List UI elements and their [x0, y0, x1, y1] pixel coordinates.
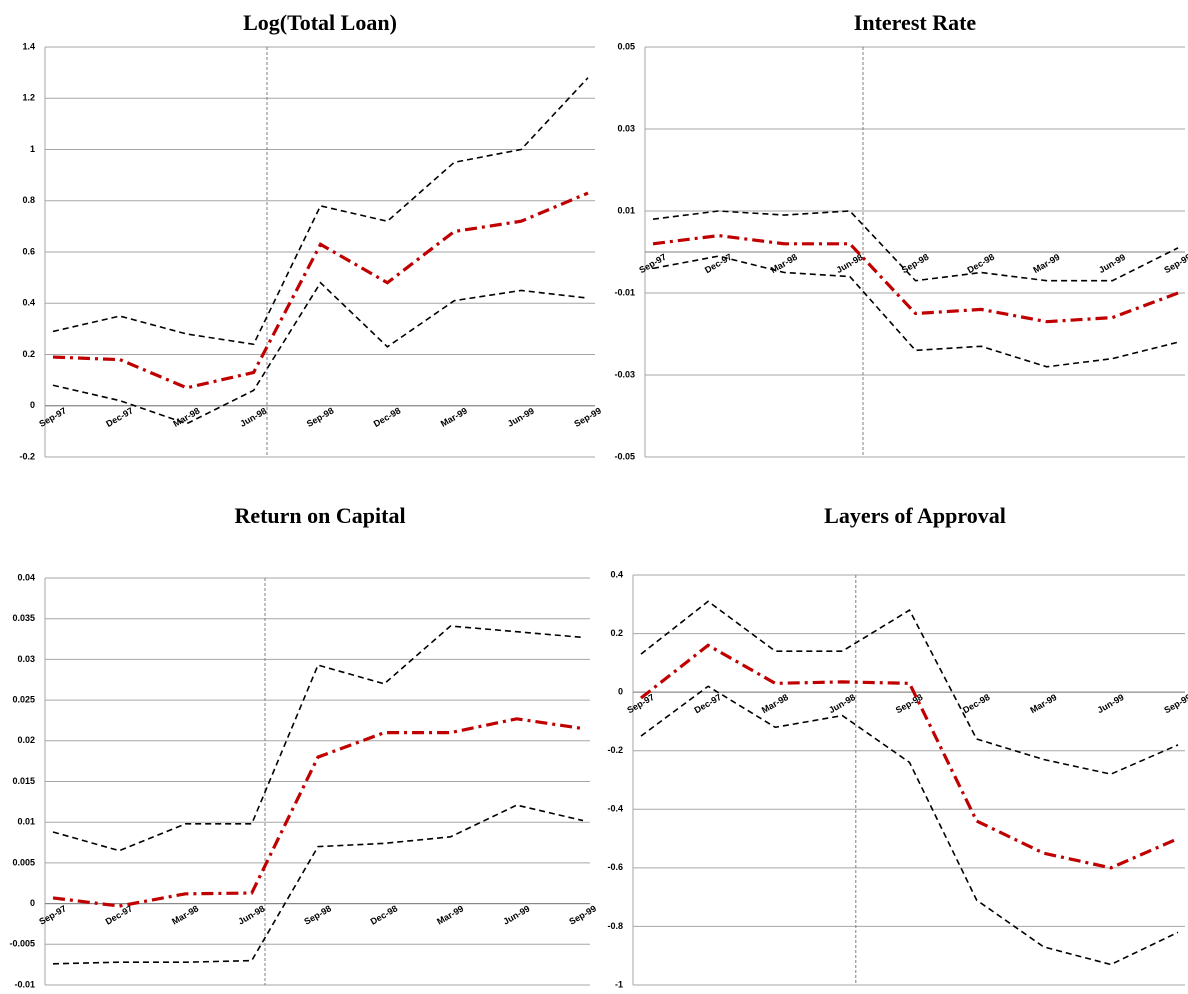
x-tick-label: Dec-97: [104, 405, 135, 428]
y-tick-label: -0.2: [19, 451, 35, 461]
y-tick-label: 0.035: [12, 613, 35, 623]
x-tick-label: Jun-98: [827, 692, 857, 715]
x-tick-label: Sep-98: [302, 903, 333, 926]
data-line: [52, 77, 589, 346]
y-tick-label: 0.4: [610, 569, 623, 579]
x-tick-label: Mar-98: [769, 252, 799, 275]
y-tick-label: 0.2: [22, 349, 35, 359]
x-tick-label: Sep-98: [900, 252, 931, 275]
y-tick-label: 0.02: [17, 735, 35, 745]
data-line: [52, 281, 589, 425]
y-tick-label: 0.005: [12, 857, 35, 867]
x-tick-label: Dec-97: [693, 692, 724, 715]
y-tick-label: 0.8: [22, 195, 35, 205]
x-tick-label: Mar-99: [439, 406, 469, 429]
y-tick-label: 0.6: [22, 246, 35, 256]
y-tick-label: -0.01: [614, 287, 635, 297]
y-tick-label: -0.01: [14, 979, 35, 989]
x-tick-label: Sep-99: [572, 405, 603, 428]
data-line: [640, 600, 1179, 775]
chart-title: Log(Total Loan): [243, 10, 397, 35]
x-tick-label: Sep-98: [305, 405, 336, 428]
y-tick-label: 0.04: [17, 572, 35, 582]
chart-panel: Log(Total Loan) -0.2 0 0.2 0.4 0.6 0.8 1 1.2 1.4 S…: [19, 10, 602, 461]
y-tick-label: 0: [618, 687, 623, 697]
y-tick-label: -0.05: [614, 451, 635, 461]
data-line: [52, 625, 584, 852]
x-tick-label: Jun-99: [1097, 252, 1127, 275]
x-tick-label: Dec-97: [703, 252, 734, 275]
x-tick-label: Jun-99: [1095, 692, 1125, 715]
data-line: [640, 685, 1179, 966]
data-line: [52, 191, 589, 390]
y-tick-label: -0.6: [607, 862, 623, 872]
x-tick-label: Jun-99: [506, 406, 536, 429]
chart-panel: Layers of Approval -1 -0.8 -0.6 -0.4 -0.2 0 0.2…: [607, 503, 1188, 989]
y-tick-label: 0.03: [617, 123, 635, 133]
y-tick-label: -0.03: [614, 369, 635, 379]
y-tick-label: -0.8: [607, 921, 623, 931]
x-tick-label: Jun-98: [834, 252, 864, 275]
x-tick-label: Sep-97: [37, 405, 68, 428]
data-line: [652, 210, 1179, 282]
x-tick-label: Sep-99: [567, 903, 598, 926]
chart-title: Interest Rate: [854, 10, 977, 35]
x-tick-label: Mar-98: [170, 903, 200, 926]
y-tick-label: 0.05: [617, 41, 635, 51]
y-tick-label: 0: [30, 400, 35, 410]
chart-panel: Return on Capital -0.01 -0.005 0 0.005 0.01 0.…: [9, 503, 597, 989]
x-tick-label: Sep-97: [637, 252, 668, 275]
y-tick-label: 0.015: [12, 776, 35, 786]
x-tick-label: Dec-97: [104, 903, 135, 926]
x-tick-label: Mar-99: [1031, 252, 1061, 275]
x-tick-label: Mar-99: [1028, 692, 1058, 715]
x-tick-label: Dec-98: [369, 903, 400, 926]
chart-panel: Interest Rate -0.05 -0.03 -0.01 0.01 0.03 0.05…: [614, 10, 1188, 461]
y-tick-label: 0: [30, 898, 35, 908]
x-tick-label: Mar-99: [435, 903, 465, 926]
x-tick-label: Dec-98: [372, 405, 403, 428]
y-tick-label: 0.025: [12, 694, 35, 704]
y-tick-label: 1.2: [22, 93, 35, 103]
x-tick-label: Sep-97: [625, 692, 656, 715]
y-tick-label: 1: [30, 144, 35, 154]
data-line: [52, 804, 584, 965]
y-tick-label: 0.4: [22, 298, 35, 308]
x-tick-label: Jun-99: [501, 903, 531, 926]
y-tick-label: 0.03: [17, 654, 35, 664]
data-line: [652, 233, 1179, 324]
x-tick-label: Sep-99: [1162, 252, 1188, 275]
x-tick-label: Jun-98: [238, 406, 268, 429]
x-tick-label: Mar-98: [171, 406, 201, 429]
y-tick-label: -1: [615, 979, 623, 989]
chart-title: Layers of Approval: [824, 503, 1006, 528]
x-tick-label: Dec-98: [961, 692, 992, 715]
y-tick-label: 0.01: [17, 817, 35, 827]
x-tick-label: Sep-97: [37, 903, 68, 926]
x-tick-label: Jun-98: [236, 903, 266, 926]
y-tick-label: -0.2: [607, 745, 623, 755]
y-tick-label: 1.4: [22, 41, 35, 51]
x-tick-label: Dec-98: [966, 252, 997, 275]
x-tick-label: Mar-98: [760, 692, 790, 715]
x-tick-label: Sep-99: [1162, 692, 1188, 715]
y-tick-label: 0.01: [617, 205, 635, 215]
y-tick-label: -0.005: [9, 939, 35, 949]
chart-title: Return on Capital: [234, 503, 405, 528]
y-tick-label: 0.2: [610, 628, 623, 638]
data-line: [640, 643, 1179, 870]
data-line: [52, 717, 584, 908]
y-tick-label: -0.4: [607, 804, 623, 814]
